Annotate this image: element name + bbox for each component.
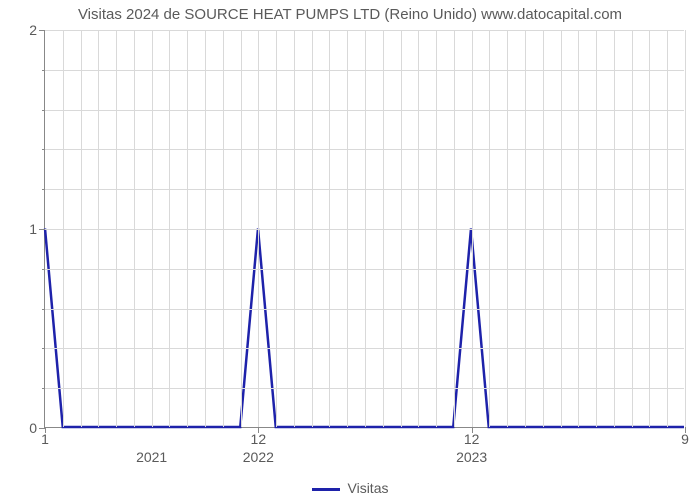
y-minor-tick-mark xyxy=(42,149,45,150)
y-minor-tick-mark xyxy=(42,70,45,71)
y-tick-mark xyxy=(39,30,45,31)
gridline-horizontal-minor xyxy=(45,149,684,150)
gridline-horizontal-minor xyxy=(45,348,684,349)
plot-area: 012112129202120222023 xyxy=(44,30,684,428)
gridline-horizontal xyxy=(45,229,684,230)
gridline-horizontal xyxy=(45,30,684,31)
gridline-horizontal-minor xyxy=(45,110,684,111)
y-minor-tick-mark xyxy=(42,189,45,190)
chart-container: Visitas 2024 de SOURCE HEAT PUMPS LTD (R… xyxy=(0,0,700,500)
legend-label: Visitas xyxy=(348,480,389,496)
x-tick-mark xyxy=(45,427,46,433)
y-minor-tick-mark xyxy=(42,388,45,389)
x-year-label: 2021 xyxy=(136,427,167,465)
x-year-label: 2022 xyxy=(243,427,274,465)
y-tick-mark xyxy=(39,229,45,230)
legend-swatch xyxy=(312,488,340,491)
legend: Visitas xyxy=(0,480,700,496)
gridline-horizontal-minor xyxy=(45,189,684,190)
y-minor-tick-mark xyxy=(42,348,45,349)
y-minor-tick-mark xyxy=(42,309,45,310)
gridline-horizontal-minor xyxy=(45,388,684,389)
x-tick-mark xyxy=(685,427,686,433)
gridline-vertical xyxy=(685,30,686,427)
x-year-label: 2023 xyxy=(456,427,487,465)
chart-title: Visitas 2024 de SOURCE HEAT PUMPS LTD (R… xyxy=(0,6,700,23)
y-minor-tick-mark xyxy=(42,110,45,111)
gridline-horizontal-minor xyxy=(45,269,684,270)
gridline-horizontal-minor xyxy=(45,70,684,71)
y-minor-tick-mark xyxy=(42,269,45,270)
gridline-horizontal-minor xyxy=(45,309,684,310)
